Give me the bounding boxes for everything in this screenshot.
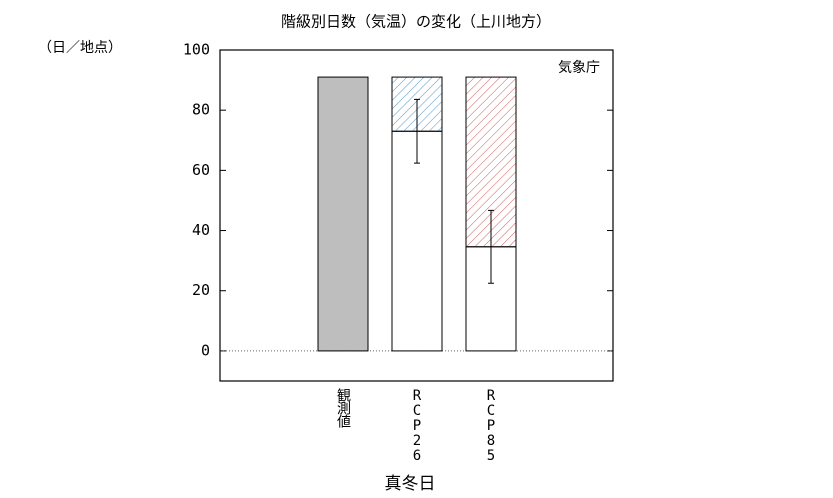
x-tick-label: RCP26 bbox=[409, 388, 425, 463]
error-bar bbox=[414, 98, 420, 164]
bar bbox=[391, 130, 443, 352]
y-tick-label: 80 bbox=[192, 101, 210, 119]
x-tick-label: RCP85 bbox=[483, 388, 499, 463]
plot-frame bbox=[219, 49, 614, 382]
y-tick-label: 0 bbox=[201, 341, 210, 359]
y-tick-label: 20 bbox=[192, 281, 210, 299]
y-unit-label: （日／地点） bbox=[38, 40, 122, 56]
bar bbox=[317, 76, 369, 352]
error-bar bbox=[488, 209, 494, 284]
x-tick-label: 観測値 bbox=[335, 388, 351, 427]
y-tick-label: 40 bbox=[192, 221, 210, 239]
y-tick-label: 60 bbox=[192, 161, 210, 179]
y-tick-label: 100 bbox=[183, 41, 210, 59]
annotation: 気象庁 bbox=[558, 60, 600, 76]
x-axis-label: 真冬日 bbox=[385, 474, 436, 494]
chart-title: 階級別日数（気温）の変化（上川地方） bbox=[281, 13, 551, 31]
